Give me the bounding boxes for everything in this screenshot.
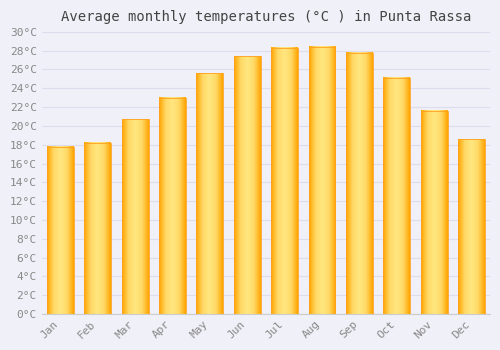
Bar	[458, 139, 485, 314]
Bar	[122, 119, 148, 314]
Bar	[196, 73, 224, 314]
Bar	[84, 143, 111, 314]
Bar	[420, 111, 448, 314]
Bar	[346, 52, 373, 314]
Title: Average monthly temperatures (°C ) in Punta Rassa: Average monthly temperatures (°C ) in Pu…	[60, 10, 471, 24]
Bar	[308, 47, 336, 314]
Bar	[47, 147, 74, 314]
Bar	[384, 78, 410, 314]
Bar	[159, 98, 186, 314]
Bar	[271, 48, 298, 314]
Bar	[234, 56, 260, 314]
